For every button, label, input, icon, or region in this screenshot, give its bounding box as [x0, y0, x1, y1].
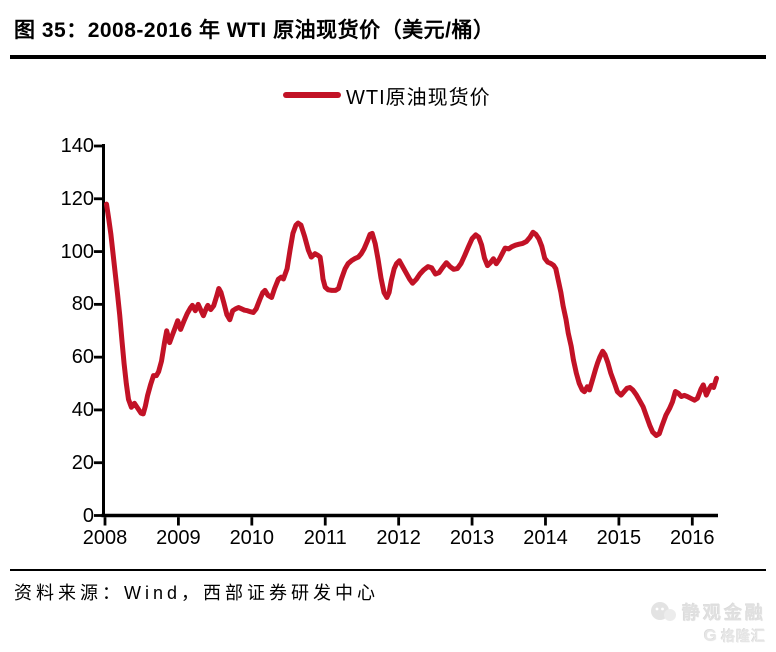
watermark-brand: 静观金融 — [682, 603, 766, 623]
source-note: 资料来源：Wind，西部证券研发中心 — [14, 583, 380, 603]
x-tick-label: 2016 — [670, 526, 715, 549]
y-tick-label: 100 — [60, 240, 94, 263]
y-tick-label: 60 — [71, 346, 94, 369]
x-tick-label: 2012 — [376, 526, 421, 549]
watermark-logo-text: 格隆汇 — [721, 628, 766, 644]
y-tick-label: 120 — [60, 187, 94, 210]
x-tick-label: 2011 — [303, 526, 347, 549]
legend-line-swatch — [283, 92, 341, 98]
y-tick-label: 80 — [71, 293, 94, 316]
x-tick-label: 2010 — [229, 526, 275, 549]
chat-bubbles-icon — [650, 601, 676, 623]
y-tick-label: 40 — [71, 398, 94, 421]
source-divider — [10, 569, 766, 571]
watermark: 静观金融 G 格隆汇 — [650, 599, 766, 646]
y-tick-label: 20 — [71, 451, 94, 474]
wti-price-line — [104, 201, 719, 438]
x-tick-label: 2009 — [156, 526, 201, 549]
chart-legend: WTI原油现货价 — [283, 83, 491, 109]
legend-label: WTI原油现货价 — [346, 86, 491, 109]
y-tick-label: 140 — [60, 135, 94, 157]
title-divider — [10, 55, 766, 59]
page-title: 图 35：2008-2016 年 WTI 原油现货价（美元/桶） — [14, 19, 495, 42]
x-tick-label: 2013 — [449, 526, 495, 549]
x-tick-label: 2008 — [82, 526, 128, 549]
x-tick-label: 2014 — [523, 526, 568, 549]
y-tick-label: 0 — [82, 504, 94, 527]
x-tick-label: 2015 — [596, 526, 642, 549]
glh-logo-icon: G — [703, 626, 718, 645]
